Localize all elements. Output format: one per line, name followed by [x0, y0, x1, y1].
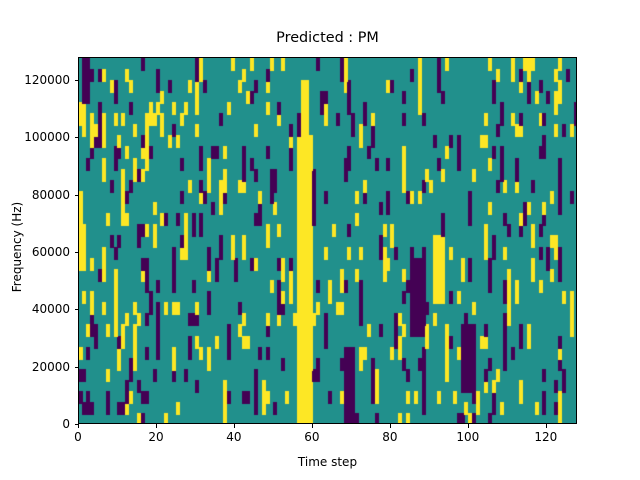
x-tick-label: 0 — [74, 430, 82, 444]
x-tick-mark — [389, 424, 391, 428]
heatmap-axes — [78, 57, 577, 424]
y-tick-label: 20000 — [31, 359, 70, 374]
page-title: Predicted : PM — [276, 30, 379, 46]
y-tick-mark — [74, 309, 78, 311]
heatmap-image — [79, 58, 576, 423]
x-tick-label: 40 — [226, 430, 242, 444]
y-tick-mark — [74, 366, 78, 368]
x-tick-label: 60 — [304, 430, 320, 444]
y-tick-label: 80000 — [31, 187, 70, 202]
x-tick-mark — [233, 424, 235, 428]
y-tick-mark — [74, 194, 78, 196]
y-tick-label: 40000 — [31, 302, 70, 317]
y-tick-mark — [74, 424, 78, 425]
x-tick-label: 80 — [382, 430, 398, 444]
x-tick-mark — [467, 424, 469, 428]
y-tick-label: 100000 — [24, 130, 70, 145]
x-tick-mark — [78, 424, 79, 428]
y-tick-mark — [74, 79, 78, 81]
y-tick-label: 120000 — [24, 72, 70, 87]
y-tick-mark — [74, 137, 78, 139]
y-tick-label: 0 — [62, 417, 70, 431]
x-tick-label: 20 — [148, 430, 164, 444]
x-tick-mark — [545, 424, 547, 428]
x-tick-label: 100 — [456, 430, 480, 444]
x-axis-label: Time step — [297, 455, 358, 469]
x-tick-mark — [155, 424, 157, 428]
y-tick-label: 60000 — [31, 244, 70, 259]
x-tick-label: 120 — [534, 430, 558, 444]
y-tick-mark — [74, 251, 78, 253]
x-tick-mark — [311, 424, 313, 428]
